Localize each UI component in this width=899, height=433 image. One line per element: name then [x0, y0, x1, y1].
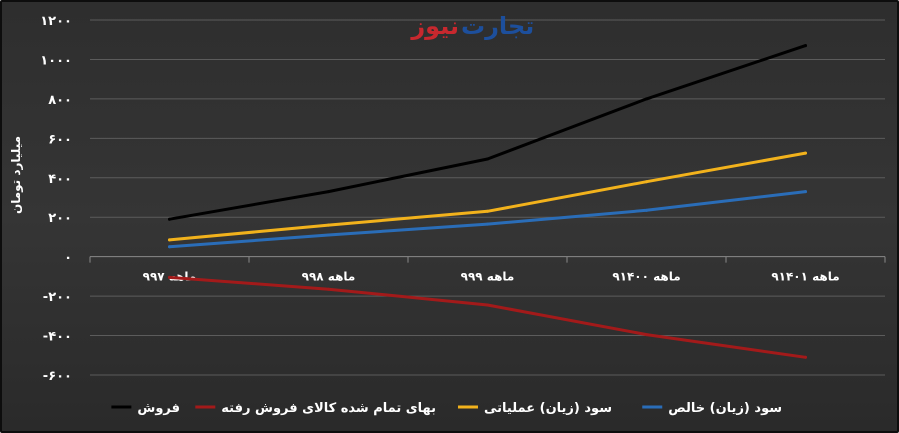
- logo-part-news: نیوز: [410, 12, 459, 40]
- data-point: [645, 97, 648, 101]
- y-tick-label: ۱۲۰۰: [40, 14, 72, 29]
- x-axis-ticks: ۹ماهه ۹۷ ۹ماهه ۹۸ ۹ماهه ۹۹ ۹ماهه ۱۴۰۰ ۹ماهه …: [143, 270, 840, 284]
- data-point: [804, 44, 807, 48]
- logo-part-tejarat: تجارت: [461, 12, 533, 40]
- series-lines: [168, 44, 807, 359]
- y-tick-label: -۲۰۰: [43, 290, 72, 305]
- data-point: [327, 190, 330, 194]
- data-point: [327, 287, 330, 291]
- y-tick-label: ۶۰۰: [48, 132, 72, 147]
- x-tick-label: ۹ماهه ۱۴۰۱: [771, 270, 839, 284]
- data-point: [645, 333, 648, 337]
- data-point: [168, 238, 171, 242]
- data-point: [804, 190, 807, 194]
- y-axis-ticks: ۱۲۰۰ ۱۰۰۰ ۸۰۰ ۶۰۰ ۴۰۰ ۲۰۰ ۰ -۲۰۰ -۴۰۰ -۶۰۰: [40, 14, 72, 384]
- series-line-0: [168, 44, 807, 221]
- data-point: [486, 209, 489, 213]
- legend-label: فروش: [137, 401, 180, 416]
- y-tick-label: ۲۰۰: [48, 211, 72, 226]
- y-tick-label: -۶۰۰: [43, 369, 72, 384]
- data-point: [168, 217, 171, 221]
- legend-label: بهای تمام شده کالای فروش رفته: [221, 401, 436, 416]
- legend: فروش بهای تمام شده کالای فروش رفته سود (زی…: [111, 401, 782, 416]
- x-tick-label: ۹ماهه ۹۸: [302, 270, 356, 284]
- data-point: [645, 180, 648, 184]
- x-tick-label: ۹ماهه ۹۹: [461, 270, 515, 284]
- series-line-3: [168, 190, 807, 249]
- y-axis-label: میلیارد تومان: [9, 136, 24, 214]
- data-point: [327, 233, 330, 237]
- data-point: [645, 208, 648, 212]
- data-point: [804, 151, 807, 155]
- y-tick-label: ۰: [64, 251, 72, 266]
- data-point: [168, 245, 171, 249]
- data-point: [486, 157, 489, 161]
- data-point: [486, 303, 489, 307]
- data-point: [804, 355, 807, 359]
- legend-label: سود (زیان) عملیاتی: [484, 401, 612, 416]
- watermark-logo: نیوز تجارت: [410, 12, 533, 40]
- y-tick-label: ۸۰۰: [48, 93, 72, 108]
- y-tick-label: -۴۰۰: [43, 330, 72, 345]
- data-point: [327, 223, 330, 227]
- series-line-2: [168, 151, 807, 242]
- data-point: [168, 275, 171, 279]
- x-tick-label: ۹ماهه ۱۴۰۰: [612, 270, 680, 284]
- legend-label: سود (زیان) خالص: [668, 401, 782, 416]
- y-tick-label: ۱۰۰۰: [40, 53, 72, 68]
- series-line-1: [168, 275, 807, 359]
- data-point: [486, 222, 489, 226]
- grid-lines: [89, 19, 886, 376]
- y-tick-label: ۴۰۰: [48, 172, 72, 187]
